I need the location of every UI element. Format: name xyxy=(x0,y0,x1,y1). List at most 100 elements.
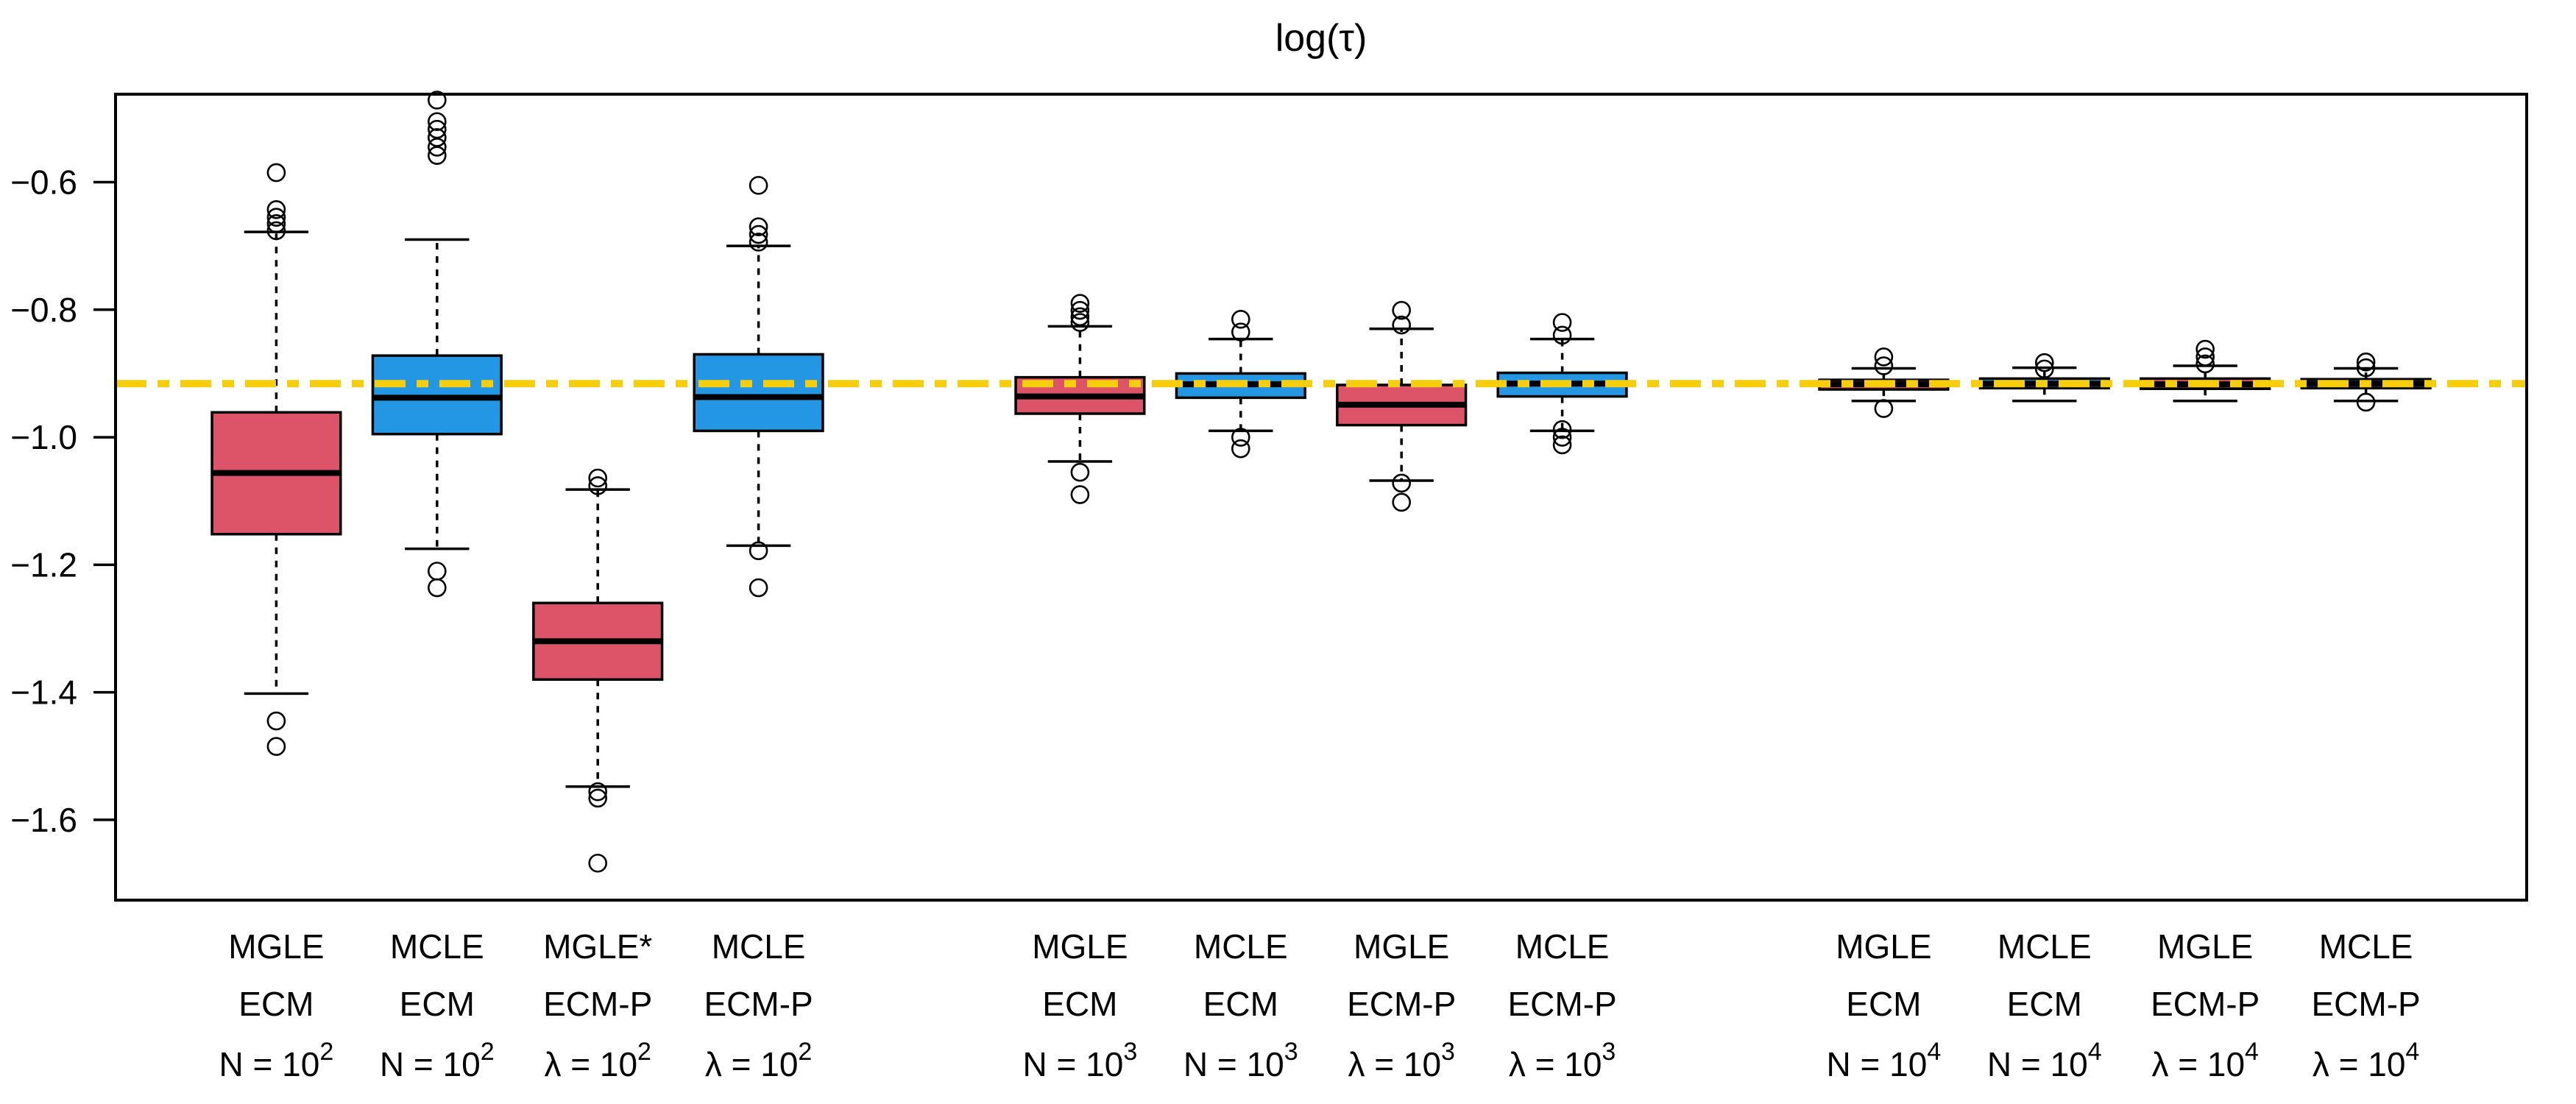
x-label-estimator: MCLE xyxy=(1998,927,2092,966)
outlier-circle xyxy=(1231,439,1250,459)
outlier-circle xyxy=(266,214,286,233)
x-label-samplesize: λ = 103 xyxy=(1348,1038,1455,1083)
outlier-circle xyxy=(427,146,447,165)
outlier-circle xyxy=(1552,325,1572,345)
x-label-estimator: MCLE xyxy=(1194,927,1288,966)
outlier-circle xyxy=(588,468,608,488)
y-tick-label: −1.0 xyxy=(10,418,77,456)
outlier-circle xyxy=(1392,315,1411,335)
outlier-circle xyxy=(749,541,768,561)
x-label-algorithm: ECM xyxy=(1846,985,1921,1023)
outlier-circle xyxy=(427,138,447,157)
outlier-circle xyxy=(749,233,768,252)
x-label-estimator: MGLE xyxy=(1354,927,1449,966)
outlier-circle xyxy=(1552,435,1572,455)
outlier-circle xyxy=(1070,462,1090,482)
outlier-circle xyxy=(1392,473,1411,493)
outlier-circle xyxy=(1874,347,1894,367)
x-label-algorithm: ECM-P xyxy=(2311,985,2420,1023)
outlier-circle xyxy=(1874,356,1894,375)
outlier-circle xyxy=(427,112,447,132)
x-label-exponent: 2 xyxy=(481,1038,495,1066)
x-label-algorithm: ECM-P xyxy=(1347,985,1456,1023)
x-label-exponent: 2 xyxy=(798,1038,812,1066)
x-label-estimator: MGLE* xyxy=(543,927,652,966)
outlier-circle xyxy=(588,853,608,873)
y-tick-label: −0.6 xyxy=(10,163,77,202)
x-label-samplesize: N = 104 xyxy=(1827,1038,1942,1083)
y-tick-label: −1.4 xyxy=(10,673,77,712)
outlier-circle xyxy=(266,199,286,219)
x-label-algorithm: ECM xyxy=(238,985,314,1023)
plot-border xyxy=(114,93,2528,902)
outlier-circle xyxy=(1231,428,1250,447)
outlier-circle xyxy=(588,782,608,802)
outlier-circle xyxy=(1552,313,1572,332)
x-label-exponent: 4 xyxy=(2088,1038,2102,1066)
y-tick-label: −1.6 xyxy=(10,801,77,839)
x-label-estimator: MCLE xyxy=(390,927,484,966)
outlier-circle xyxy=(266,737,286,757)
x-label-algorithm: ECM-P xyxy=(2151,985,2260,1023)
outlier-circle xyxy=(1231,310,1250,329)
x-label-exponent: 4 xyxy=(2405,1038,2419,1066)
x-label-exponent: 2 xyxy=(319,1038,333,1066)
outlier-circle xyxy=(266,208,286,227)
x-label-samplesize: λ = 103 xyxy=(1509,1038,1616,1083)
outlier-circle xyxy=(2035,353,2054,372)
outlier-circle xyxy=(1070,300,1090,320)
x-label-algorithm: ECM xyxy=(400,985,475,1023)
x-label-exponent: 3 xyxy=(1123,1038,1137,1066)
outlier-circle xyxy=(1231,322,1250,342)
outlier-circle xyxy=(588,788,608,808)
outlier-circle xyxy=(2356,353,2376,372)
outlier-circle xyxy=(2195,339,2215,359)
outlier-circle xyxy=(2356,392,2376,412)
x-label-exponent: 4 xyxy=(1927,1038,1941,1066)
x-label-samplesize: N = 102 xyxy=(219,1038,334,1083)
x-label-estimator: MGLE xyxy=(2157,927,2253,966)
outlier-circle xyxy=(749,176,768,195)
x-label-algorithm: ECM-P xyxy=(704,985,813,1023)
x-label-samplesize: N = 103 xyxy=(1183,1038,1298,1083)
outlier-circle xyxy=(427,578,447,598)
outlier-circle xyxy=(1070,313,1090,332)
x-label-estimator: MGLE xyxy=(228,927,324,966)
outlier-circle xyxy=(1070,485,1090,504)
outlier-circle xyxy=(427,91,447,110)
x-label-samplesize: λ = 104 xyxy=(2151,1038,2259,1083)
box-rect xyxy=(693,353,824,433)
x-label-exponent: 3 xyxy=(1284,1038,1298,1066)
x-label-algorithm: ECM xyxy=(1042,985,1117,1023)
x-label-samplesize: N = 103 xyxy=(1023,1038,1138,1083)
x-label-samplesize: λ = 102 xyxy=(705,1038,813,1083)
x-label-samplesize: N = 102 xyxy=(380,1038,495,1083)
x-label-algorithm: ECM xyxy=(2007,985,2082,1023)
x-label-estimator: MCLE xyxy=(1515,927,1610,966)
x-label-algorithm: ECM-P xyxy=(1507,985,1616,1023)
outlier-circle xyxy=(266,221,286,241)
x-label-estimator: MGLE xyxy=(1836,927,1931,966)
y-tick-label: −1.2 xyxy=(10,545,77,584)
chart-title: log(τ) xyxy=(1275,17,1367,60)
outlier-circle xyxy=(1392,492,1411,512)
x-label-estimator: MCLE xyxy=(712,927,806,966)
x-label-algorithm: ECM xyxy=(1203,985,1278,1023)
outlier-circle xyxy=(266,711,286,731)
x-label-algorithm: ECM-P xyxy=(543,985,652,1023)
x-label-exponent: 4 xyxy=(2245,1038,2259,1066)
outlier-circle xyxy=(1070,307,1090,327)
x-label-exponent: 3 xyxy=(1602,1038,1616,1066)
outlier-circle xyxy=(749,224,768,244)
x-label-samplesize: λ = 104 xyxy=(2313,1038,2420,1083)
x-label-estimator: MGLE xyxy=(1032,927,1128,966)
x-label-exponent: 3 xyxy=(1441,1038,1455,1066)
outlier-circle xyxy=(1552,428,1572,447)
outlier-circle xyxy=(749,578,768,598)
outlier-circle xyxy=(749,217,768,236)
x-label-samplesize: λ = 102 xyxy=(544,1038,651,1083)
outlier-circle xyxy=(1552,420,1572,439)
outlier-circle xyxy=(2195,354,2215,374)
